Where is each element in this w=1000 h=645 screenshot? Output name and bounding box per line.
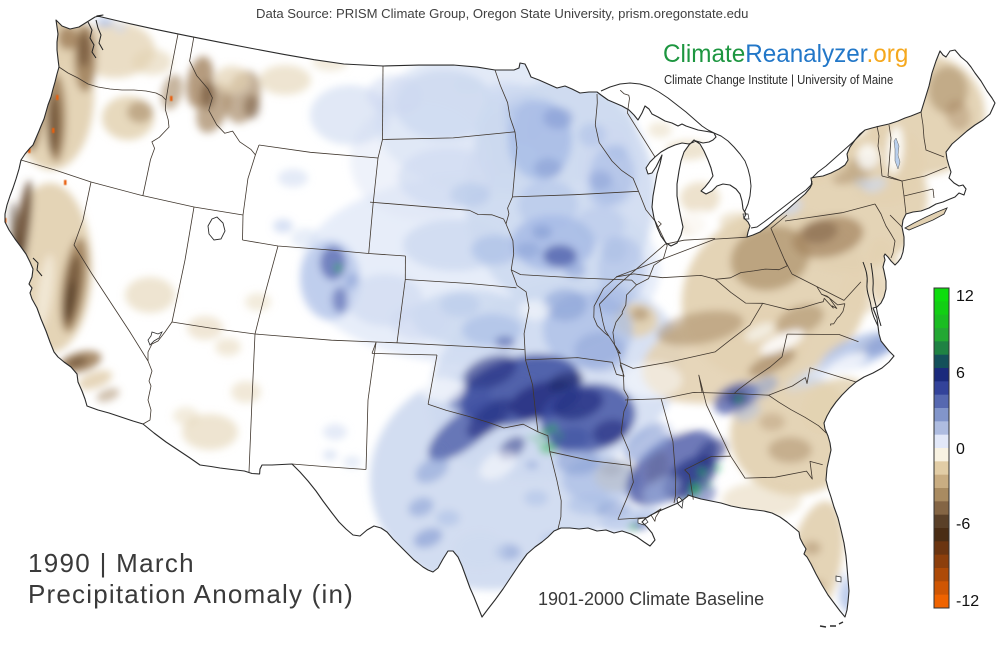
svg-text:12: 12 [956,288,974,305]
svg-text:0: 0 [956,441,965,458]
svg-text:6: 6 [956,365,965,382]
svg-text:-12: -12 [956,593,979,610]
svg-text:-6: -6 [956,516,970,533]
